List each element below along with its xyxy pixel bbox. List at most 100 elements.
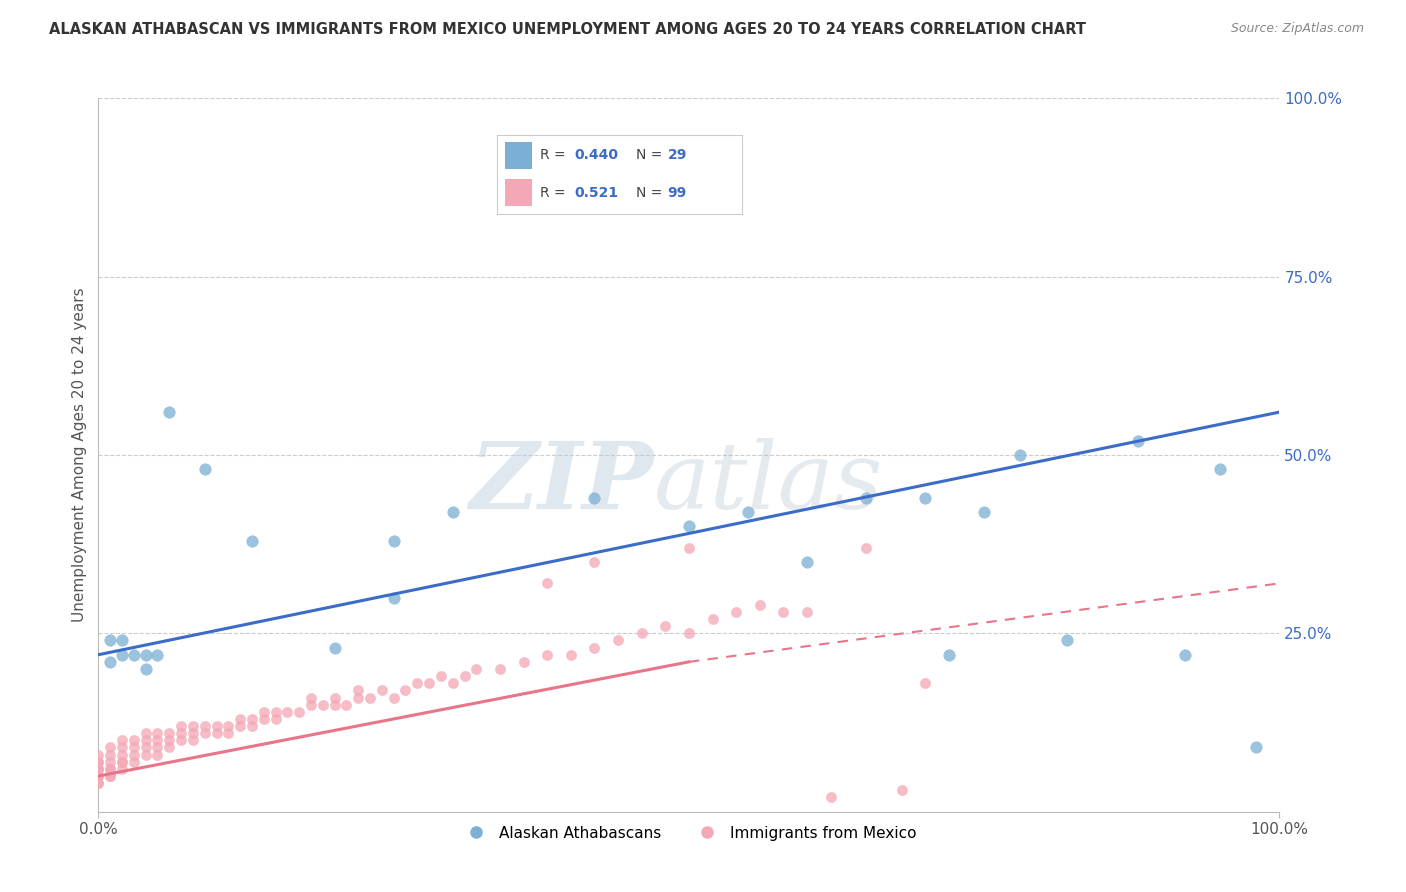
Point [536, 576, 558, 591]
Point [122, 755, 145, 769]
Point [583, 555, 606, 569]
Point [772, 605, 794, 619]
Point [87, 755, 110, 769]
Point [323, 690, 346, 705]
Point [87, 762, 110, 776]
Point [371, 683, 394, 698]
Point [111, 733, 134, 747]
Point [1209, 462, 1232, 476]
Point [217, 719, 239, 733]
Point [678, 541, 700, 555]
Point [111, 747, 134, 762]
Point [181, 733, 204, 747]
Text: 99: 99 [668, 186, 688, 200]
Point [229, 719, 252, 733]
Point [146, 747, 169, 762]
Point [217, 726, 239, 740]
Point [299, 698, 322, 712]
Point [98, 740, 121, 755]
Point [678, 519, 700, 533]
Point [855, 541, 877, 555]
Point [725, 605, 748, 619]
Text: ZIP: ZIP [470, 439, 654, 528]
Point [630, 626, 652, 640]
Point [240, 719, 263, 733]
Point [135, 740, 157, 755]
Text: Source: ZipAtlas.com: Source: ZipAtlas.com [1230, 22, 1364, 36]
Point [87, 762, 110, 776]
Point [382, 690, 405, 705]
Point [135, 747, 157, 762]
Point [382, 591, 405, 605]
Point [359, 690, 381, 705]
Point [441, 505, 464, 519]
Point [146, 648, 169, 662]
Point [98, 769, 121, 783]
Point [135, 726, 157, 740]
Point [323, 640, 346, 655]
Point [194, 462, 217, 476]
Legend: Alaskan Athabascans, Immigrants from Mexico: Alaskan Athabascans, Immigrants from Mex… [456, 820, 922, 847]
Point [87, 769, 110, 783]
Point [146, 740, 169, 755]
Point [157, 405, 180, 419]
Point [299, 690, 322, 705]
Point [111, 648, 134, 662]
Point [205, 719, 228, 733]
Point [98, 762, 121, 776]
Point [512, 655, 534, 669]
Point [98, 633, 121, 648]
Point [347, 683, 370, 698]
Point [583, 640, 606, 655]
Point [253, 712, 276, 726]
Point [394, 683, 416, 698]
Text: ALASKAN ATHABASCAN VS IMMIGRANTS FROM MEXICO UNEMPLOYMENT AMONG AGES 20 TO 24 YE: ALASKAN ATHABASCAN VS IMMIGRANTS FROM ME… [49, 22, 1087, 37]
Point [170, 719, 193, 733]
Point [135, 733, 157, 747]
Point [111, 755, 134, 769]
Point [1174, 648, 1197, 662]
Text: atlas: atlas [654, 439, 883, 528]
Point [796, 605, 818, 619]
Point [87, 762, 110, 776]
Point [678, 626, 700, 640]
Point [157, 733, 180, 747]
Point [98, 655, 121, 669]
Point [607, 633, 630, 648]
Text: N =: N = [636, 148, 666, 162]
Point [87, 769, 110, 783]
Point [135, 648, 157, 662]
Point [654, 619, 676, 633]
Point [288, 705, 311, 719]
Point [938, 648, 960, 662]
Point [135, 662, 157, 676]
FancyBboxPatch shape [505, 178, 531, 205]
Point [441, 676, 464, 690]
Text: 0.440: 0.440 [575, 148, 619, 162]
Text: 29: 29 [668, 148, 688, 162]
Point [890, 783, 912, 797]
Point [122, 740, 145, 755]
Point [796, 555, 818, 569]
Point [418, 676, 440, 690]
Point [347, 690, 370, 705]
Point [111, 762, 134, 776]
Point [170, 733, 193, 747]
Point [323, 698, 346, 712]
Point [583, 491, 606, 505]
FancyBboxPatch shape [505, 143, 531, 169]
Point [111, 633, 134, 648]
Point [489, 662, 512, 676]
Point [453, 669, 475, 683]
Point [536, 648, 558, 662]
Point [914, 491, 936, 505]
Point [855, 491, 877, 505]
Point [98, 755, 121, 769]
Point [87, 776, 110, 790]
Point [98, 747, 121, 762]
Point [276, 705, 298, 719]
Point [229, 712, 252, 726]
Point [111, 740, 134, 755]
Y-axis label: Unemployment Among Ages 20 to 24 years: Unemployment Among Ages 20 to 24 years [72, 287, 87, 623]
Point [335, 698, 357, 712]
